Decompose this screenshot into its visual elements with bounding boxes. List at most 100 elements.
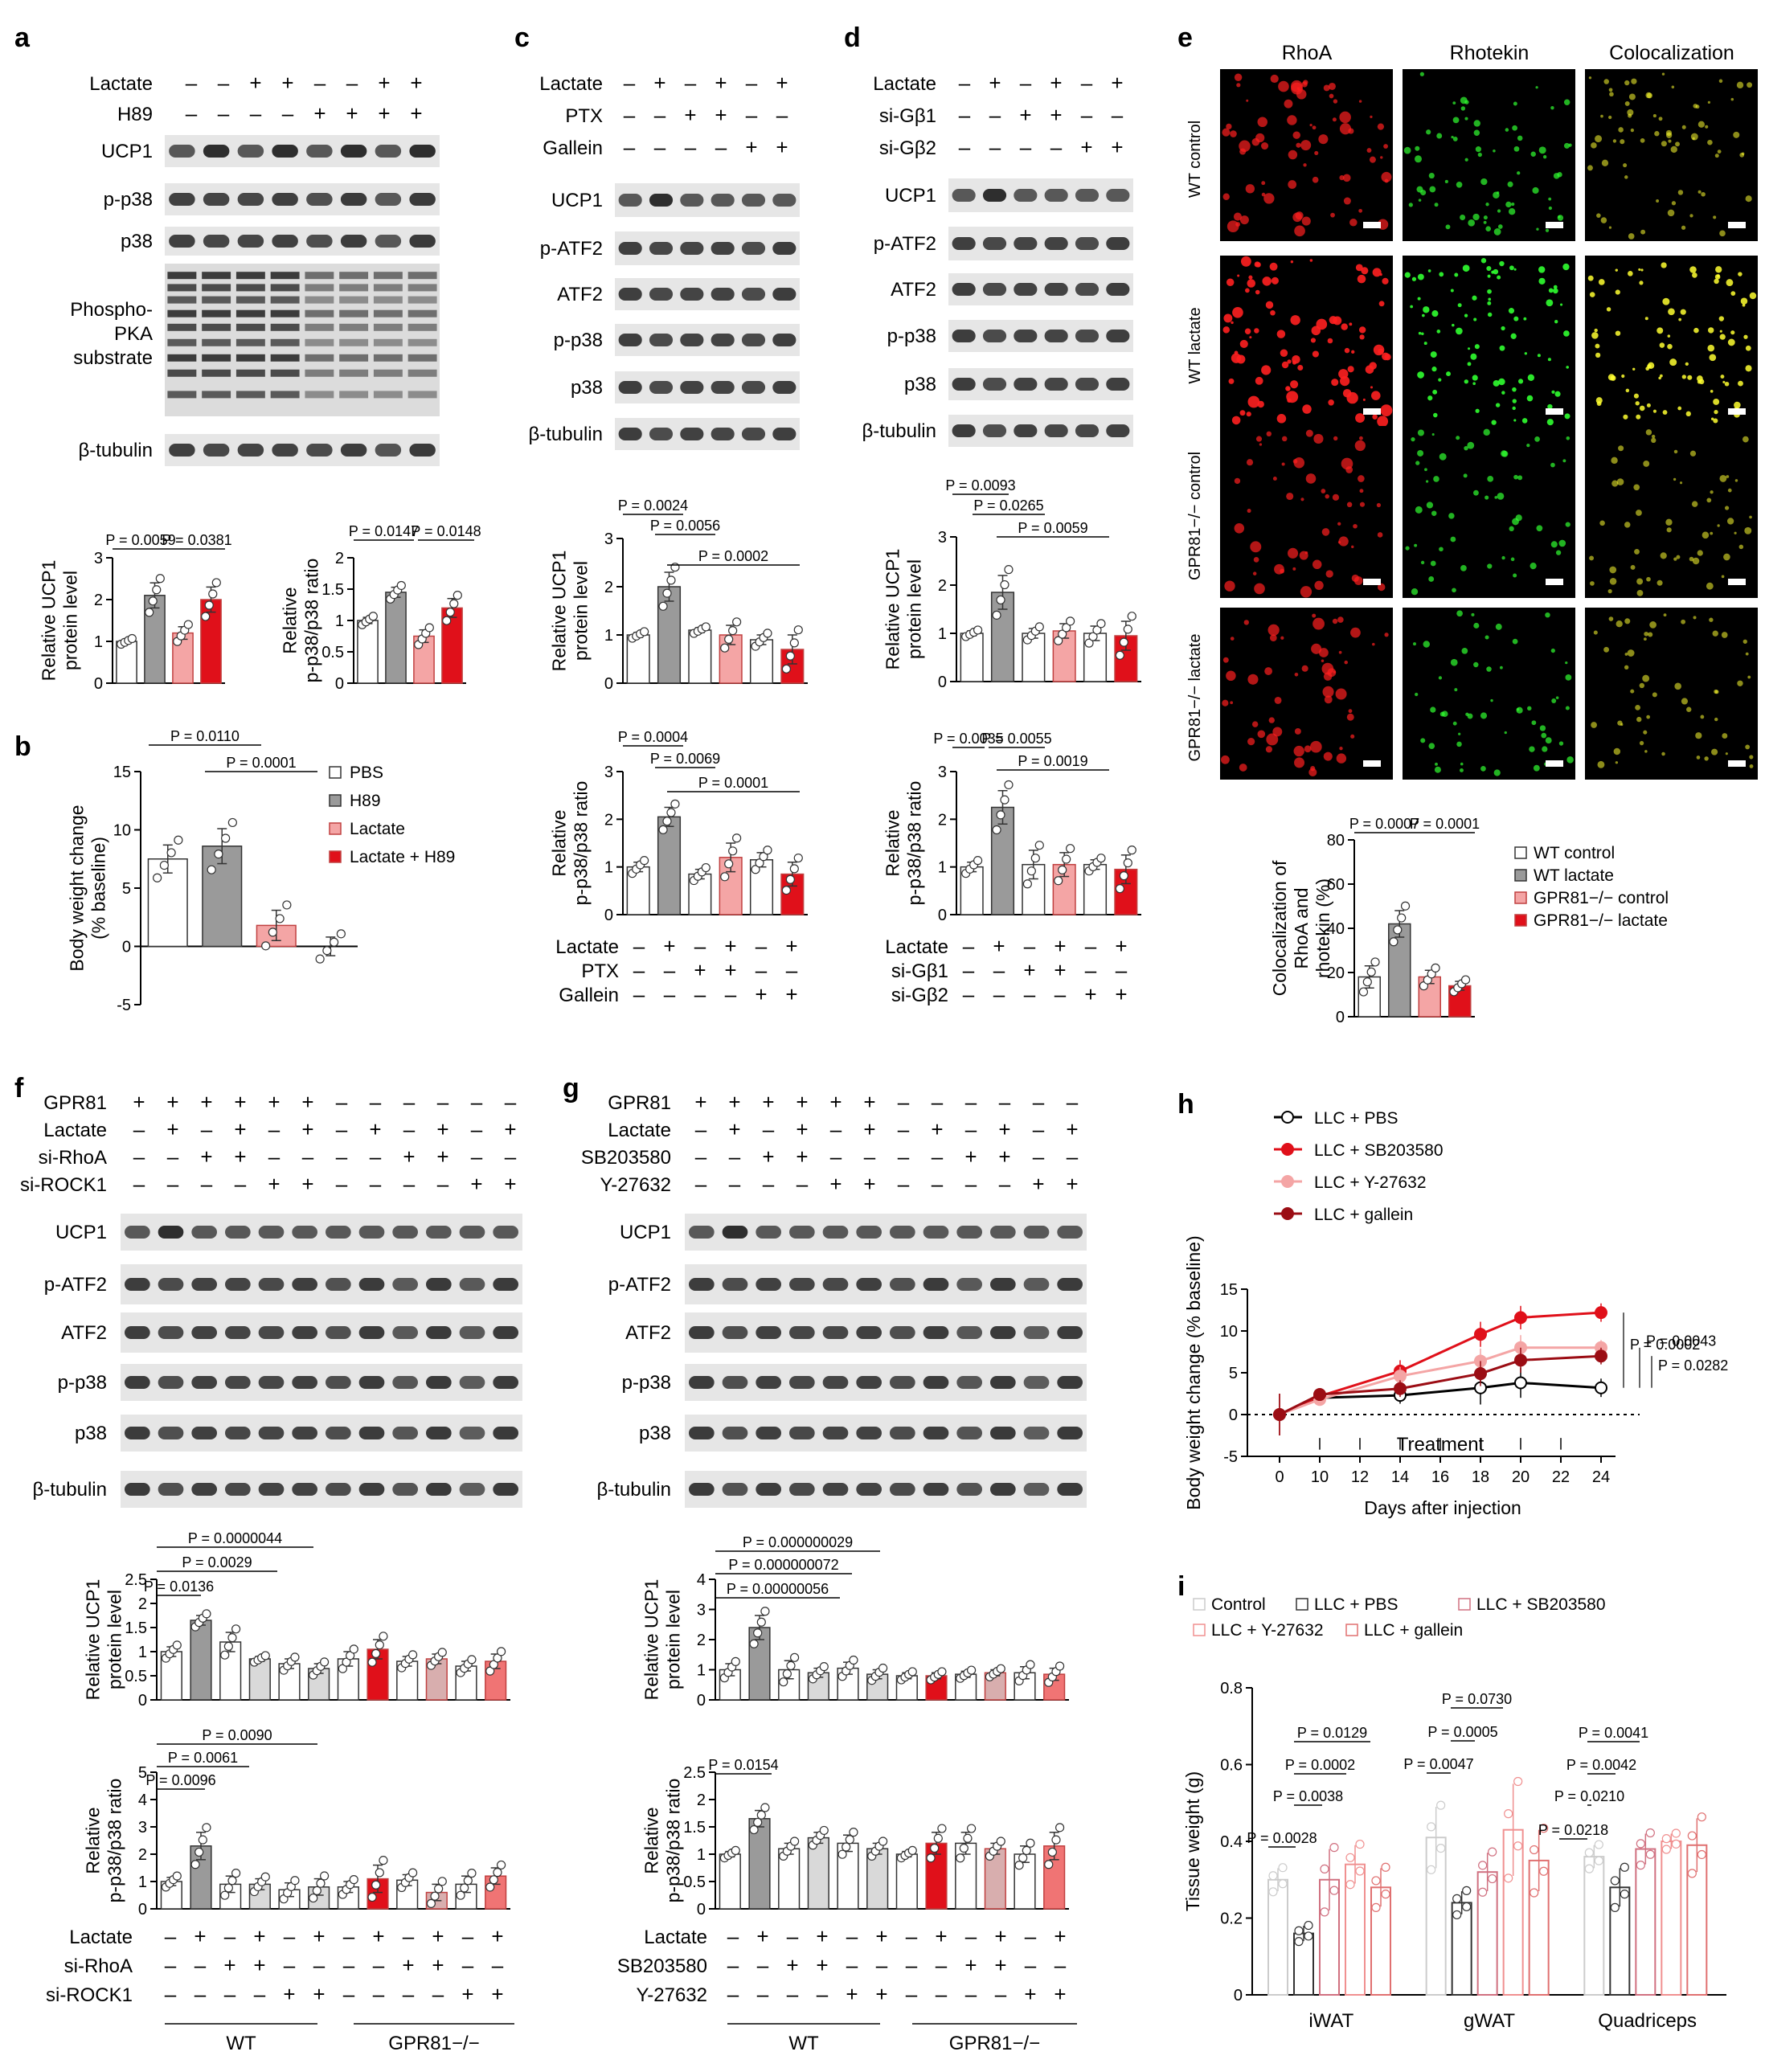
micrograph-signal — [1366, 148, 1372, 153]
a2-dot — [396, 580, 406, 591]
micrograph-signal — [1327, 668, 1337, 678]
micrograph-signal — [1692, 272, 1697, 278]
f-blot-4-band — [326, 1427, 351, 1439]
i-dot — [1620, 1890, 1629, 1899]
i-dot — [1645, 1849, 1655, 1859]
micrograph-signal — [1452, 101, 1456, 105]
micrograph-signal — [1516, 706, 1523, 714]
micrograph-signal — [1254, 261, 1260, 268]
f-blot-label-4: p38 — [75, 1423, 107, 1444]
a-treatments-sign: – — [346, 71, 358, 95]
f1-dot — [231, 1624, 241, 1634]
micrograph-signal — [1233, 212, 1242, 221]
micrograph-signal — [1734, 401, 1741, 409]
micrograph-signal — [1301, 665, 1308, 672]
g-blot-5-band — [1057, 1483, 1083, 1496]
micrograph-signal — [1353, 523, 1358, 529]
f-blot-3-band — [125, 1376, 150, 1389]
d-blot-4-bg — [948, 368, 1133, 400]
g-treatments-sign: – — [999, 1172, 1011, 1196]
micrograph-signal — [1718, 79, 1723, 84]
a-blot-pka-band — [202, 284, 231, 292]
micrograph-signal — [1270, 74, 1279, 84]
micrograph-signal — [1635, 704, 1641, 710]
micrograph-signal — [1439, 547, 1444, 552]
e-col-0: RhoA — [1282, 42, 1333, 64]
i-bar — [1635, 1848, 1656, 1996]
d2-dot — [1058, 865, 1067, 874]
micrograph-signal — [1618, 127, 1624, 133]
a1-dot — [183, 620, 193, 629]
g-blot-2-band — [722, 1326, 748, 1339]
micrograph-signal — [1548, 288, 1554, 293]
g-blot-label-2: ATF2 — [625, 1322, 671, 1344]
g2-y-tick-label: 1.5 — [683, 1819, 706, 1837]
micrograph-signal — [1245, 184, 1255, 194]
f-blot-2-band — [426, 1326, 452, 1339]
g-blot-0-band — [956, 1226, 982, 1239]
f-treatments-sign: – — [505, 1145, 517, 1169]
g-bottom_treatments-sign: – — [1025, 1953, 1037, 1977]
c1-dot — [662, 588, 672, 598]
a-blot-pka-band — [305, 284, 334, 292]
d-blot-0 — [948, 178, 1133, 212]
d1-dot — [1004, 565, 1014, 575]
micrograph-signal — [1230, 701, 1234, 705]
f-blot-3-band — [392, 1376, 418, 1389]
micrograph-signal — [1725, 752, 1728, 756]
a-treatments-sign: – — [218, 71, 230, 95]
a1-dot — [211, 578, 221, 588]
f2-dot — [172, 1871, 182, 1881]
g-blot-0-band — [1057, 1226, 1083, 1239]
c-blot-4-band — [741, 381, 766, 394]
b-pvalue: P = 0.0001 — [226, 755, 296, 771]
micrograph-signal — [1378, 301, 1385, 307]
micrograph-signal — [1609, 92, 1614, 97]
f-bottom_treatments-sign: – — [313, 1953, 326, 1977]
micrograph-signal — [1414, 543, 1418, 547]
d1-y-tick-label: 0 — [938, 674, 947, 691]
d-blot-4-band — [952, 378, 976, 391]
i-dot — [1636, 1861, 1645, 1870]
g-blot-5-band — [689, 1483, 715, 1496]
g1-dot — [760, 1607, 770, 1616]
d1-dot — [1096, 619, 1106, 629]
micrograph-signal — [1460, 215, 1466, 221]
d1-dot — [1034, 622, 1044, 632]
micrograph-signal — [1510, 557, 1515, 562]
f2-dot — [231, 1869, 241, 1878]
micrograph-signal — [1418, 199, 1422, 202]
micrograph-signal — [1456, 327, 1463, 335]
a-blot-4-band — [169, 444, 195, 457]
micrograph-signal — [1420, 560, 1425, 565]
f2-dot — [190, 1860, 200, 1869]
micrograph-signal — [1689, 266, 1697, 273]
micrograph-signal — [1436, 330, 1441, 334]
a2-dot — [445, 608, 455, 617]
panel-letter-i: i — [1177, 1571, 1185, 1602]
micrograph-signal — [1715, 266, 1722, 273]
micrograph-signal — [1661, 751, 1665, 756]
e-legend-3: GPR81−/− lactate — [1534, 911, 1668, 930]
micrograph-signal — [1640, 268, 1644, 272]
c2-dot — [701, 862, 711, 873]
g-blot-4-band — [789, 1427, 815, 1439]
f1-dot — [202, 1609, 211, 1619]
a2-y-tick-label: 1.5 — [321, 581, 344, 599]
d-treatments-sign: – — [959, 71, 971, 95]
a-blot-label-3: Phospho-PKA substrate — [70, 299, 153, 369]
f-treatments-sign: + — [436, 1145, 448, 1169]
micrograph-signal — [1726, 279, 1734, 286]
g-blot-label-0: UCP1 — [620, 1222, 671, 1243]
micrograph-signal — [1628, 233, 1635, 240]
a-blot-pka-band — [270, 338, 300, 346]
g-treatments-sign: – — [965, 1172, 977, 1196]
a-blot-pka-band — [235, 284, 265, 292]
f1-y-tick-label: 0 — [138, 1692, 147, 1710]
i-dot — [1636, 1839, 1645, 1849]
micrograph-signal — [1722, 733, 1728, 739]
g-treatments-sign: – — [932, 1090, 944, 1114]
micrograph-signal — [1710, 531, 1714, 535]
